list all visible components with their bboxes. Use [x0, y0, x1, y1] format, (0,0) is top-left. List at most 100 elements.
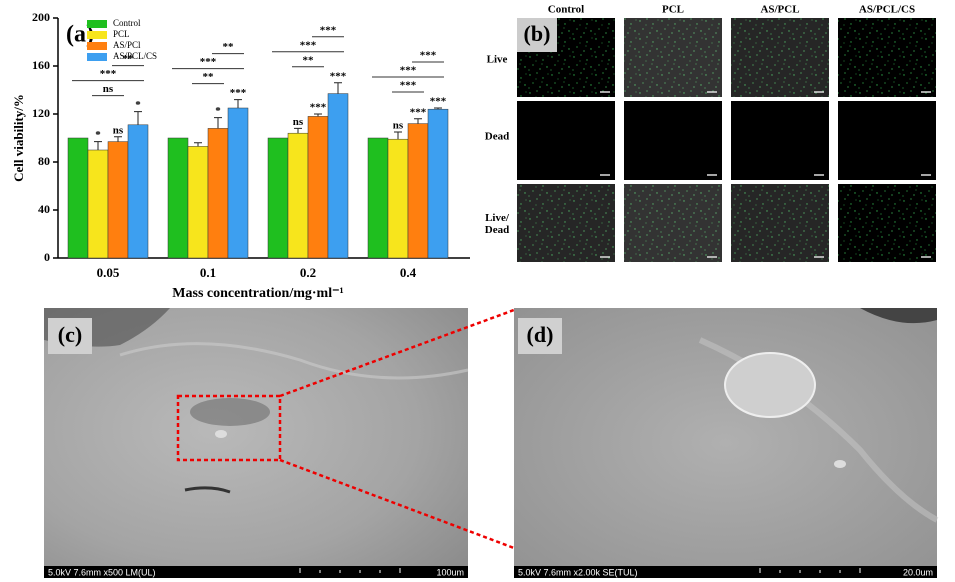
merge-image: [838, 184, 936, 262]
sem-image: [44, 308, 468, 578]
sig-bracket-label: **: [123, 53, 135, 65]
live-image: [624, 18, 722, 97]
sig-label: ***: [330, 70, 347, 82]
legend-swatch: [87, 42, 107, 50]
error-bar: [434, 107, 442, 110]
error-bar: [414, 118, 422, 124]
bar: [427, 108, 449, 259]
error-bar: [214, 117, 222, 129]
sig-bracket-label: ***: [420, 50, 437, 62]
column-label: AS/PCL: [760, 4, 799, 16]
bar: [107, 141, 129, 259]
bar: [127, 124, 149, 259]
legend-label: Control: [113, 18, 141, 28]
column-label: PCL: [662, 4, 684, 16]
error-bar: [194, 142, 202, 147]
sig-label: ***: [410, 106, 427, 118]
merge-image: [517, 184, 615, 262]
panel-label: (d): [527, 322, 554, 347]
row-label: Live: [487, 54, 508, 66]
sem-info: 5.0kV 7.6mm x2.00k SE(TUL): [518, 567, 638, 577]
label-box: [517, 18, 557, 52]
merge-image: [731, 184, 829, 262]
sig-bracket-label: **: [203, 71, 215, 83]
sig-bracket-label: ***: [400, 65, 417, 77]
dead-image: [517, 101, 615, 180]
bar: [307, 116, 329, 259]
panel-b: (b) Control PCL AS/PCL AS/PCL/CS Live De…: [485, 4, 936, 262]
sig-bracket-label: ***: [300, 39, 317, 51]
sem-info: 5.0kV 7.6mm x500 LM(UL): [48, 567, 156, 577]
legend-swatch: [87, 20, 107, 28]
error-bar: [394, 131, 402, 140]
y-tick-label: 120: [32, 106, 50, 120]
y-tick-label: 40: [38, 202, 50, 216]
error-bar: [114, 136, 122, 142]
sig-label: ns: [293, 116, 304, 128]
scale-label: 100um: [436, 567, 464, 577]
sem-image: [514, 308, 937, 578]
dead-image: [731, 101, 829, 180]
sig-label: ns: [393, 120, 404, 132]
error-bar: [134, 111, 142, 125]
row-label: Dead: [485, 131, 509, 143]
error-bar: [334, 82, 342, 94]
bar: [187, 146, 209, 259]
y-tick-label: 160: [32, 58, 50, 72]
legend-swatch: [87, 31, 107, 39]
bar: [387, 138, 409, 259]
legend-label: AS/PCl: [113, 40, 141, 50]
sig-bracket-label: ***: [200, 56, 217, 68]
sig-bracket-label: **: [303, 54, 315, 66]
bar: [207, 128, 229, 259]
error-bar: [294, 127, 302, 134]
x-tick-label: 0.4: [400, 265, 417, 280]
sig-bracket-label: **: [223, 41, 235, 53]
bar: [287, 132, 309, 259]
bar: [227, 107, 249, 259]
label-box: [518, 318, 562, 354]
sig-label: ***: [310, 102, 327, 114]
live-image: [731, 18, 829, 97]
error-bar: [234, 99, 242, 108]
y-axis-title: Cell viability/%: [11, 94, 26, 182]
sig-label: *: [95, 129, 101, 141]
bar: [367, 137, 389, 259]
sig-label: ***: [430, 96, 447, 108]
legend-swatch: [87, 53, 107, 61]
dead-image: [624, 101, 722, 180]
panel-d: 5.0kV 7.6mm x2.00k SE(TUL) 20.0um (d): [514, 308, 939, 578]
sig-label: ***: [230, 87, 247, 99]
column-label: Control: [548, 4, 584, 16]
bar: [267, 137, 289, 259]
sig-bracket-label: ***: [320, 24, 337, 36]
merge-image: [624, 184, 722, 262]
x-tick-label: 0.05: [97, 265, 120, 280]
panel-label: (b): [524, 21, 551, 46]
label-box: [48, 318, 92, 354]
legend-label: AS/PCL/CS: [113, 51, 157, 61]
bar: [407, 123, 429, 259]
sig-label: *: [215, 105, 221, 117]
panel-c: 5.0kV 7.6mm x500 LM(UL) 100um (c): [44, 308, 515, 578]
bar: [87, 149, 109, 259]
scale-label: 20.0um: [903, 567, 933, 577]
y-tick-label: 0: [44, 250, 50, 264]
live-image: [838, 18, 936, 97]
dead-image: [838, 101, 936, 180]
sig-bracket-label: ns: [103, 83, 114, 95]
bar: [67, 137, 89, 259]
row-label: Live/ Dead: [484, 212, 510, 236]
panel-label: (c): [58, 322, 82, 347]
sig-label: ns: [113, 124, 124, 136]
sig-bracket-label: ***: [400, 80, 417, 92]
error-bar: [94, 141, 102, 150]
error-bar: [314, 113, 322, 117]
y-tick-label: 80: [38, 154, 50, 168]
sig-bracket-label: ***: [100, 68, 117, 80]
x-axis-title: Mass concentration/mg·ml⁻¹: [172, 286, 343, 301]
bar: [327, 93, 349, 259]
y-tick-label: 200: [32, 10, 50, 24]
